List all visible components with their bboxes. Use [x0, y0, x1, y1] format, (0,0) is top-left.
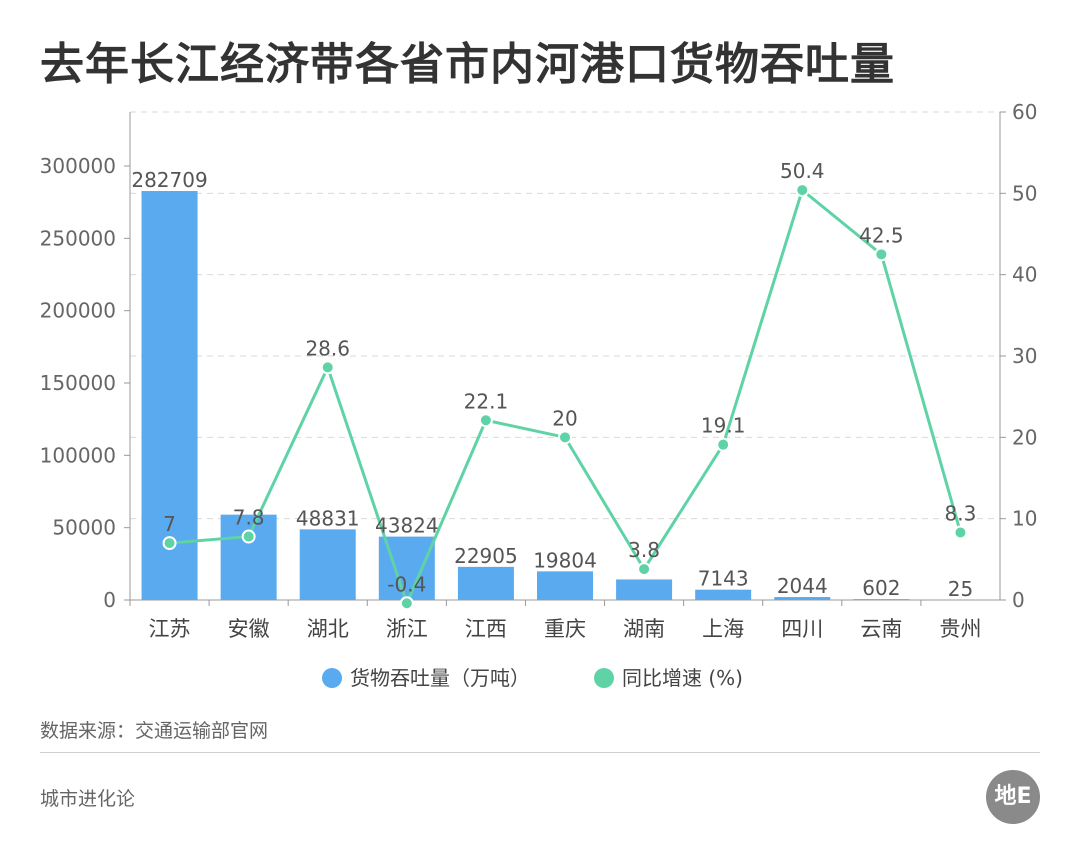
- growth-rate-point: [716, 437, 731, 452]
- left-axis-tick-label: 200000: [40, 299, 116, 323]
- growth-rate-label: -0.4: [387, 572, 426, 596]
- x-axis-tick-label: 贵州: [939, 617, 981, 641]
- right-axis-tick-label: 40: [1012, 263, 1037, 287]
- left-axis-tick-label: 250000: [40, 226, 116, 250]
- left-axis-tick-label: 150000: [40, 371, 116, 395]
- right-axis-tick-label: 50: [1012, 181, 1037, 205]
- footer-divider: [40, 752, 1040, 753]
- grid-layer: [130, 111, 1000, 520]
- x-axis-tick-label: 云南: [860, 617, 902, 641]
- bar: [616, 579, 673, 600]
- x-axis-tick-label: 湖北: [307, 617, 349, 641]
- bar-value-label: 48831: [296, 506, 360, 530]
- chart-title: 去年长江经济带各省市内河港口货物吞吐量: [40, 39, 895, 90]
- growth-rate-label: 19.1: [701, 414, 746, 438]
- bar: [774, 597, 831, 600]
- bar: [695, 589, 752, 600]
- bar: [141, 191, 198, 600]
- chart-canvas: 0 10 20 30 40 50 60 0 50000 100000 150000 200000 250…: [40, 100, 1038, 690]
- x-axis-tick-label: 江苏: [149, 617, 191, 641]
- growth-rate-point: [478, 413, 493, 428]
- growth-rate-point: [795, 183, 810, 198]
- x-axis-tick-label: 上海: [702, 617, 744, 641]
- left-axis-tick-label: 100000: [40, 443, 116, 467]
- x-axis-tick-label: 四川: [781, 617, 823, 641]
- legend-label-growth: 同比增速 (%): [622, 666, 743, 690]
- growth-rate-point: [399, 596, 414, 611]
- growth-rate-label: 50.4: [780, 159, 825, 183]
- bar-value-label: 2044: [777, 574, 828, 598]
- growth-rate-label: 28.6: [305, 336, 350, 360]
- growth-rate-point: [874, 247, 889, 262]
- growth-rate-point: [162, 536, 177, 551]
- brand-logo: 地E: [986, 770, 1040, 824]
- bar-value-label: 19804: [533, 548, 597, 572]
- right-axis-tick-label: 30: [1012, 344, 1037, 368]
- bar: [220, 514, 277, 600]
- growth-rate-label: 7.8: [233, 506, 265, 530]
- legend: 货物吞吐量（万吨） 同比增速 (%): [322, 666, 743, 690]
- growth-rate-point: [558, 430, 572, 445]
- growth-rate-label: 20: [552, 406, 577, 430]
- growth-rate-point: [241, 529, 256, 544]
- bar-value-label: 602: [862, 576, 900, 600]
- growth-rate-line: [169, 187, 962, 608]
- growth-rate-label: 7: [163, 512, 176, 536]
- right-axis-tick-label: 20: [1012, 425, 1037, 449]
- bar-value-label: 25: [948, 577, 973, 601]
- bar: [537, 571, 593, 600]
- right-axis-tick-label: 10: [1012, 507, 1037, 531]
- line-layer: [162, 183, 968, 611]
- bar-value-label: 43824: [375, 514, 439, 538]
- x-axis-tick-label: 重庆: [544, 617, 586, 641]
- bar: [299, 529, 356, 600]
- bar-value-label: 282709: [131, 168, 207, 192]
- x-axis-tick-label: 江西: [465, 617, 507, 641]
- legend-marker-throughput: [322, 668, 342, 688]
- data-source-note: 数据来源：交通运输部官网: [40, 720, 269, 742]
- growth-rate-label: 8.3: [945, 501, 977, 525]
- left-axis-tick-label: 300000: [40, 154, 116, 178]
- x-axis-tick-label: 浙江: [386, 617, 428, 641]
- x-axis-tick-label: 安徽: [228, 617, 270, 641]
- bar: [457, 566, 514, 600]
- bars-layer: [141, 191, 989, 601]
- x-axis-tick-label: 湖南: [623, 617, 665, 641]
- growth-rate-point: [320, 360, 335, 375]
- brand-name: 城市进化论: [40, 788, 136, 810]
- growth-rate-point: [953, 525, 968, 540]
- growth-rate-label: 42.5: [859, 223, 904, 247]
- legend-label-throughput: 货物吞吐量（万吨）: [350, 666, 530, 690]
- left-axis-tick-label: 50000: [52, 516, 116, 540]
- legend-marker-growth: [594, 668, 614, 688]
- bar-value-label: 22905: [454, 544, 518, 568]
- labels-layer: 282709 48831 43824 22905 19804 7143 2044 602 25 7…: [131, 159, 976, 601]
- right-axis-tick-label: 0: [1012, 588, 1025, 612]
- left-axis-tick-label: 0: [103, 588, 116, 612]
- axes-layer: 0 10 20 30 40 50 60 0 50000 100000 150000 200000 250…: [40, 100, 1038, 641]
- growth-rate-label: 3.8: [628, 538, 660, 562]
- right-axis-tick-label: 60: [1012, 100, 1037, 124]
- growth-rate-label: 22.1: [464, 389, 509, 413]
- bar-value-label: 7143: [698, 567, 749, 591]
- growth-rate-point: [637, 562, 652, 577]
